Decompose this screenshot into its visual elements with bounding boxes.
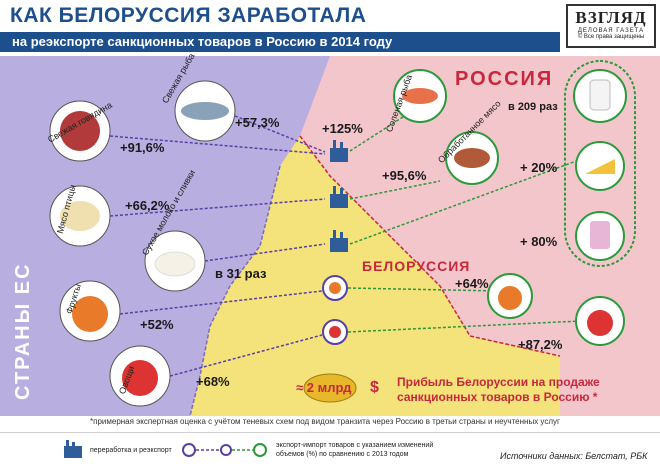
gold-coins-icon <box>303 373 357 403</box>
page-title: КАК БЕЛОРУССИЯ ЗАРАБОТАЛА <box>10 4 367 27</box>
border-russia-belarus <box>299 135 561 357</box>
profit-amount: ≈ 2 млрд <box>296 380 352 395</box>
profit-text-line1: Прибыль Белоруссии на продаже <box>397 375 600 389</box>
russia-label: РОССИЯ <box>455 68 554 90</box>
processed-meat-value: +95,6% <box>382 168 427 183</box>
profit-currency: $ <box>370 379 379 396</box>
poultry-value: +66,2% <box>125 198 170 213</box>
yogurt-glass-icon <box>590 221 610 249</box>
cheese-bubble <box>575 141 625 191</box>
data-sources: Источники данных: Белстат, РБК <box>500 451 648 461</box>
vzglyad-logo: ВЗГЛЯД ДЕЛОВАЯ ГАЗЕТА © Все права защище… <box>566 4 656 48</box>
beef-value: +91,6% <box>120 140 165 155</box>
legend-arrows-line1: экспорт-импорт товаров с указанием измен… <box>276 442 434 449</box>
logo-name: ВЗГЛЯД <box>575 8 647 27</box>
ham-icon <box>454 148 490 168</box>
beef-icon <box>60 111 100 151</box>
poultry-icon <box>60 201 100 231</box>
yogurt-value: + 80% <box>520 234 558 249</box>
dairy-group-outline <box>564 60 636 267</box>
milk-value: в 209 раз <box>508 101 558 113</box>
fish-value: +57,3% <box>235 115 280 130</box>
page-subtitle: на реэкспорте санкционных товаров в Росс… <box>12 34 393 49</box>
legend <box>0 432 660 468</box>
eu-label: СТРАНЫ ЕС <box>12 262 34 400</box>
cream-icon <box>154 251 196 277</box>
vegetables-icon <box>122 360 158 396</box>
legend-arrows-line2: объемов (%) по сравнению с 2013 годом <box>276 451 409 458</box>
factory-legend-icon <box>64 440 82 458</box>
legend-processing: переработка и реэкспорт <box>90 447 172 454</box>
belarus-label: БЕЛОРУССИЯ <box>362 258 471 274</box>
factory-icon <box>330 230 348 252</box>
salted-fish-icon <box>402 88 438 104</box>
cheese-value: + 20% <box>520 160 558 175</box>
vegetables-ru-value: +87,2% <box>518 337 563 352</box>
profit-text-line2: санкционных товаров в Россию * <box>397 390 598 404</box>
fruits-icon <box>72 296 108 332</box>
import-arrows <box>109 115 326 377</box>
dairy-value: в 31 раз <box>215 266 267 281</box>
fruits-ru-value: +64% <box>455 276 489 291</box>
milk-jug-icon <box>589 79 611 111</box>
footnote: *примерная экспертная оценка с учётом те… <box>90 417 560 426</box>
fish-icon <box>181 102 229 120</box>
logo-copyright: © Все права защищены <box>577 34 645 40</box>
vegetables-value: +68% <box>196 374 230 389</box>
cheese-icon <box>585 159 615 174</box>
subtitle-bar <box>0 32 560 52</box>
border-eu-belarus <box>189 165 281 416</box>
export-arrows <box>347 105 591 333</box>
fruits-value: +52% <box>140 317 174 332</box>
salted-fish-value: +125% <box>322 121 363 136</box>
factory-icon <box>330 140 348 162</box>
russia-region <box>300 56 660 416</box>
arrows-legend-icon <box>182 443 267 457</box>
logo-tagline: ДЕЛОВАЯ ГАЗЕТА <box>577 28 645 34</box>
factory-icon <box>330 186 348 208</box>
map-background <box>0 56 660 416</box>
